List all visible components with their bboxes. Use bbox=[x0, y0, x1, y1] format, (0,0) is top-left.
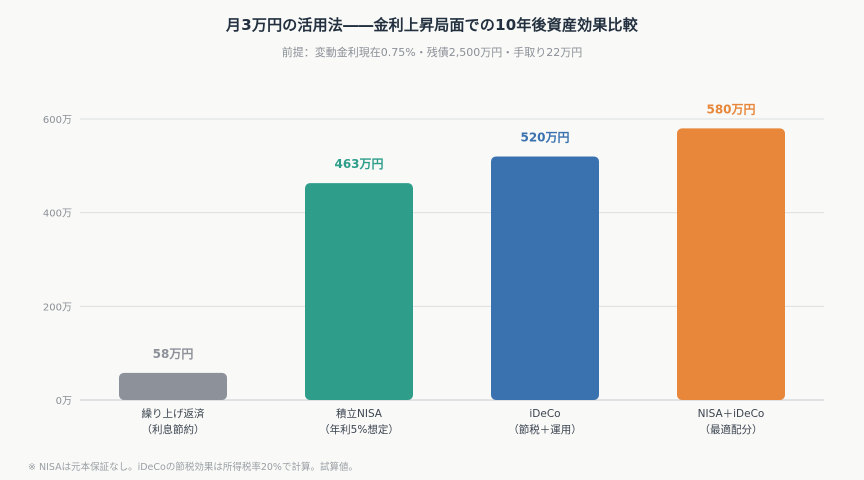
data-label: 58万円 bbox=[153, 347, 194, 361]
y-tick-label: 0万 bbox=[56, 396, 72, 407]
data-label: 463万円 bbox=[334, 157, 383, 171]
y-tick-label: 400万 bbox=[43, 209, 72, 220]
y-tick-label: 600万 bbox=[43, 115, 72, 126]
bar bbox=[305, 183, 413, 400]
x-tick-label: iDeCo bbox=[529, 408, 560, 420]
bar bbox=[677, 128, 785, 400]
chart-title: 月3万円の活用法――金利上昇局面での10年後資産効果比較 bbox=[226, 16, 638, 34]
bar bbox=[491, 156, 599, 400]
bar bbox=[119, 372, 227, 400]
footnote: ※ NISAは元本保証なし。iDeCoの節税効果は所得税率20%で計算。試算値。 bbox=[28, 462, 358, 473]
x-tick-label: 繰り上げ返済 bbox=[142, 407, 205, 420]
x-tick-label: NISA＋iDeCo bbox=[698, 408, 765, 420]
x-tick-sublabel: （利息節約） bbox=[142, 423, 205, 436]
x-tick-sublabel: （年利5%想定） bbox=[319, 423, 399, 436]
y-tick-label: 200万 bbox=[43, 302, 72, 313]
x-tick-sublabel: （最適配分） bbox=[700, 423, 763, 436]
data-label: 580万円 bbox=[706, 102, 755, 116]
data-label: 520万円 bbox=[520, 130, 569, 144]
chart-subtitle: 前提：変動金利現在0.75%・残債2,500万円・手取り22万円 bbox=[281, 46, 583, 59]
x-tick-label: 積立NISA bbox=[336, 407, 383, 420]
x-tick-sublabel: （節税＋運用） bbox=[508, 423, 582, 436]
